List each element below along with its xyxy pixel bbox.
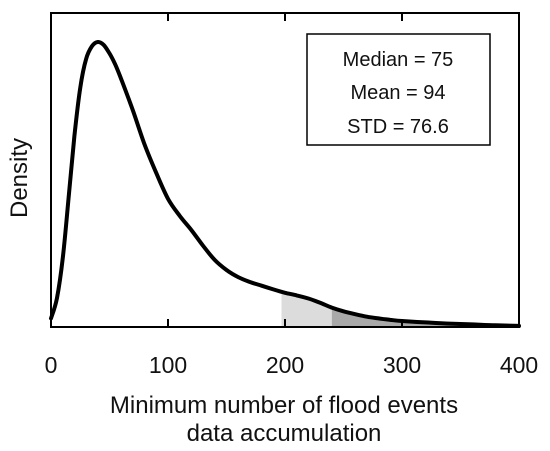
shaded-region-1	[281, 291, 332, 327]
x-tick-label-0: 0	[45, 352, 58, 378]
shaded-regions	[281, 291, 519, 327]
stat-std: STD = 76.6	[347, 116, 449, 138]
stats-box-frame	[306, 33, 491, 146]
x-axis-label-line-1: Minimum number of flood events	[110, 392, 458, 419]
x-axis-label-line-2: data accumulation	[187, 420, 382, 447]
shaded-region-2	[331, 307, 519, 327]
stat-mean: Mean = 94	[350, 82, 445, 104]
stat-median: Median = 75	[343, 49, 454, 71]
x-tick-label-200: 200	[266, 352, 304, 378]
x-tick-label-400: 400	[500, 352, 538, 378]
stats-box: Median = 75 Mean = 94 STD = 76.6	[306, 33, 491, 146]
x-ticks: 0 100 200 300 400	[45, 13, 538, 378]
y-axis-label: Density	[6, 138, 33, 218]
x-tick-label-300: 300	[383, 352, 421, 378]
density-curve-line	[49, 39, 521, 328]
x-tick-label-100: 100	[149, 352, 187, 378]
